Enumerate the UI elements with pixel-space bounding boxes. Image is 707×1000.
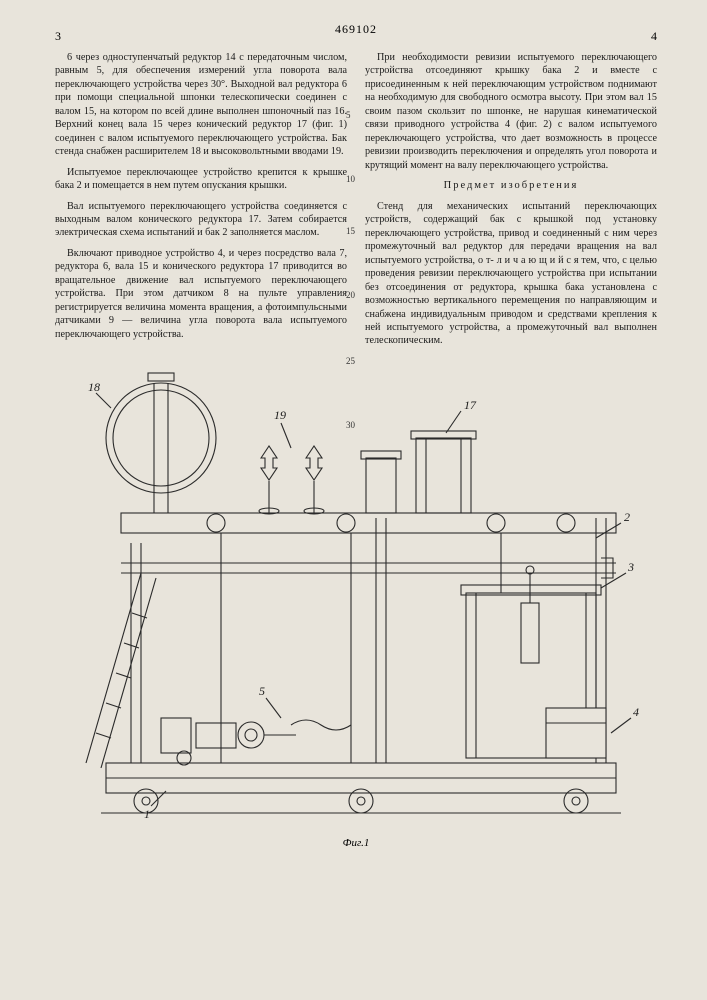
line-num: 15 [346,226,355,236]
line-num: 30 [346,420,355,430]
fig-label-18: 18 [88,380,100,394]
right-column: При необходимости ревизии испытуемого пе… [365,51,657,355]
figure-caption: Фиг.1 [55,837,657,849]
fig-label-3: 3 [627,560,634,574]
fig-label-2: 2 [624,510,630,524]
fig-label-17: 17 [464,398,477,412]
page-num-left: 3 [55,29,61,44]
fig-label-5: 5 [259,684,265,698]
paragraph: Вал испытуемого переключающего устройств… [55,200,347,240]
fig-label-19: 19 [274,408,286,422]
paragraph: Включают приводное устройство 4, и через… [55,247,347,341]
paragraph: 6 через одноступенчатый редуктор 14 с пе… [55,51,347,159]
page-numbers: 3 4 [55,29,657,44]
left-column: 6 через одноступенчатый редуктор 14 с пе… [55,51,347,355]
section-title: Предмет изобретения [365,179,657,193]
text-columns: 6 через одноступенчатый редуктор 14 с пе… [55,51,657,355]
line-num: 10 [346,174,355,184]
paragraph: Стенд для механических испытаний переклю… [365,200,657,348]
mechanical-diagram: 18 19 17 2 3 4 5 1 [66,363,646,833]
figure-1: 18 19 17 2 3 4 5 1 [55,363,657,833]
paragraph: Испытуемое переключающее устройство креп… [55,166,347,193]
fig-label-4: 4 [633,705,639,719]
line-num: 5 [346,110,351,120]
line-num: 25 [346,356,355,366]
paragraph: При необходимости ревизии испытуемого пе… [365,51,657,172]
line-num: 20 [346,290,355,300]
fig-label-1: 1 [144,807,150,821]
page-num-right: 4 [651,29,657,44]
